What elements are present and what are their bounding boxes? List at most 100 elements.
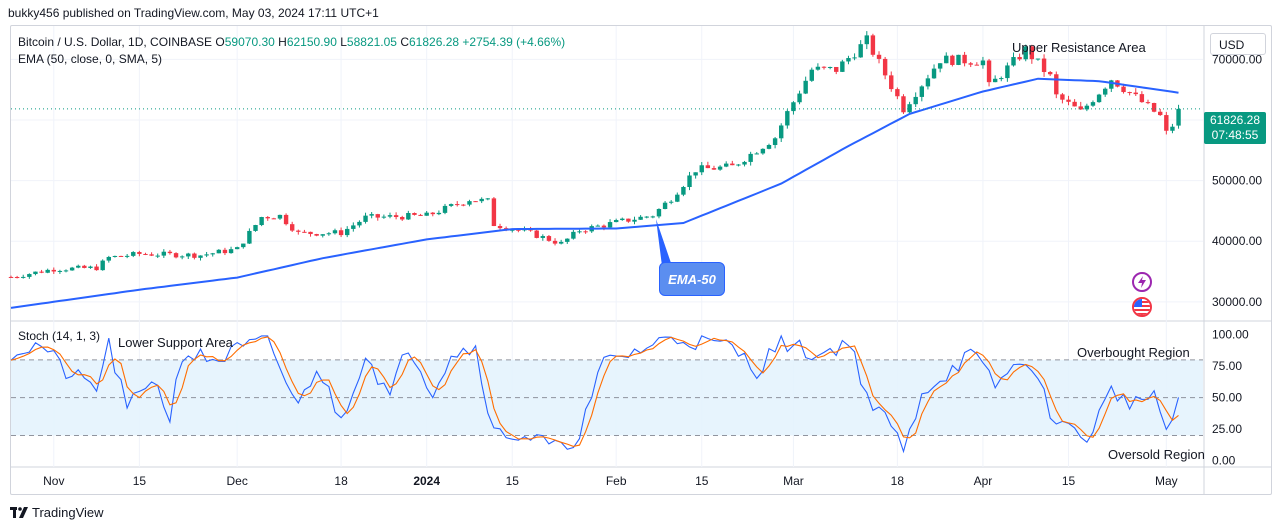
high-value: 62150.90 bbox=[286, 35, 337, 49]
time-tick-label: Apr bbox=[974, 474, 993, 488]
candle-body bbox=[1102, 88, 1108, 95]
candle-body bbox=[626, 218, 631, 222]
candle-body bbox=[118, 255, 124, 257]
candle-body bbox=[583, 231, 588, 233]
candle-body bbox=[656, 208, 662, 217]
time-tick-label: 2024 bbox=[413, 474, 440, 488]
candle-body bbox=[326, 233, 332, 235]
candle-body bbox=[436, 212, 442, 215]
candle-body bbox=[748, 153, 753, 162]
tradingview-logo[interactable]: TradingView bbox=[10, 505, 104, 520]
candle-body bbox=[234, 247, 240, 250]
candle-body bbox=[179, 256, 185, 258]
tradingview-wordmark: TradingView bbox=[32, 505, 104, 520]
candle-body bbox=[497, 226, 503, 229]
us-flag-icon[interactable] bbox=[1132, 297, 1152, 317]
candle-body bbox=[39, 271, 44, 273]
candles-group bbox=[8, 31, 1181, 279]
ohlc-legend: Bitcoin / U.S. Dollar, 1D, COINBASE O590… bbox=[18, 35, 565, 49]
candle-body bbox=[210, 253, 215, 255]
candle-body bbox=[479, 198, 484, 202]
candle-body bbox=[510, 229, 515, 231]
candle-body bbox=[76, 265, 81, 268]
candle-body bbox=[913, 96, 918, 105]
candle-body bbox=[1072, 101, 1077, 107]
lightning-icon[interactable] bbox=[1132, 272, 1152, 292]
low-value: 58821.05 bbox=[346, 35, 397, 49]
candle-body bbox=[228, 249, 234, 254]
candle-body bbox=[870, 35, 876, 55]
candle-body bbox=[173, 253, 179, 258]
stoch-legend[interactable]: Stoch (14, 1, 3) bbox=[18, 329, 101, 343]
candle-body bbox=[895, 89, 900, 97]
candle-body bbox=[143, 253, 148, 255]
countdown-value: 07:48:55 bbox=[1211, 128, 1259, 142]
candle-body bbox=[406, 213, 411, 220]
candle-body bbox=[1035, 58, 1041, 60]
close-label: C bbox=[400, 35, 409, 49]
candle-body bbox=[546, 236, 552, 241]
candle-body bbox=[363, 215, 368, 222]
candle-body bbox=[283, 214, 289, 225]
candle-body bbox=[442, 205, 448, 213]
candle-body bbox=[308, 231, 313, 235]
candle-body bbox=[876, 54, 882, 59]
candle-body bbox=[668, 201, 674, 203]
symbol-name[interactable]: Bitcoin / U.S. Dollar, 1D, COINBASE bbox=[18, 35, 213, 49]
candle-body bbox=[277, 214, 283, 219]
candle-body bbox=[595, 225, 601, 227]
candle-body bbox=[357, 221, 362, 226]
candle-body bbox=[980, 60, 986, 66]
candle-body bbox=[14, 277, 20, 279]
currency-selector[interactable]: USD bbox=[1210, 33, 1266, 55]
candle-body bbox=[724, 163, 729, 167]
candle-body bbox=[21, 276, 26, 278]
candle-body bbox=[1170, 126, 1175, 131]
ema-legend[interactable]: EMA (50, close, 0, SMA, 5) bbox=[18, 52, 163, 66]
candle-body bbox=[675, 194, 680, 202]
candle-body bbox=[907, 104, 912, 113]
candle-body bbox=[155, 255, 160, 257]
candle-body bbox=[754, 153, 759, 155]
candle-body bbox=[345, 228, 350, 236]
candle-body bbox=[381, 216, 387, 218]
candle-body bbox=[265, 217, 270, 219]
candle-body bbox=[302, 231, 307, 233]
open-value: 59070.30 bbox=[224, 35, 275, 49]
upper-resistance-label: Upper Resistance Area bbox=[1012, 40, 1146, 55]
candle-body bbox=[717, 166, 723, 170]
candle-body bbox=[320, 234, 325, 236]
high-label: H bbox=[278, 35, 287, 49]
last-price-tag: 61826.28 07:48:55 bbox=[1204, 112, 1266, 144]
candle-body bbox=[424, 212, 429, 216]
candle-body bbox=[1133, 92, 1138, 95]
tradingview-mark-icon bbox=[10, 507, 28, 518]
candle-body bbox=[999, 78, 1004, 80]
candle-body bbox=[638, 216, 643, 220]
time-tick-label: 15 bbox=[695, 474, 709, 488]
open-label: O bbox=[215, 35, 225, 49]
candle-body bbox=[400, 217, 405, 220]
time-tick-label: Nov bbox=[43, 474, 64, 488]
candle-body bbox=[864, 35, 869, 45]
candle-body bbox=[950, 55, 955, 65]
candle-body bbox=[974, 64, 980, 66]
candle-body bbox=[387, 215, 393, 217]
price-tick-label: 70000.00 bbox=[1212, 52, 1262, 66]
candle-body bbox=[412, 213, 417, 215]
stoch-k-line bbox=[10, 334, 1180, 454]
candle-body bbox=[772, 138, 778, 146]
stoch-tick-label: 0.00 bbox=[1212, 454, 1236, 468]
candle-body bbox=[351, 225, 356, 229]
time-tick-label: 15 bbox=[133, 474, 147, 488]
candle-body bbox=[69, 267, 75, 271]
candle-body bbox=[620, 218, 625, 221]
candle-body bbox=[681, 186, 686, 195]
candle-body bbox=[369, 214, 374, 216]
last-price-value: 61826.28 bbox=[1209, 113, 1261, 127]
candle-body bbox=[491, 198, 497, 227]
candle-body bbox=[467, 201, 472, 205]
candle-body bbox=[94, 266, 99, 271]
candle-body bbox=[1017, 57, 1022, 60]
